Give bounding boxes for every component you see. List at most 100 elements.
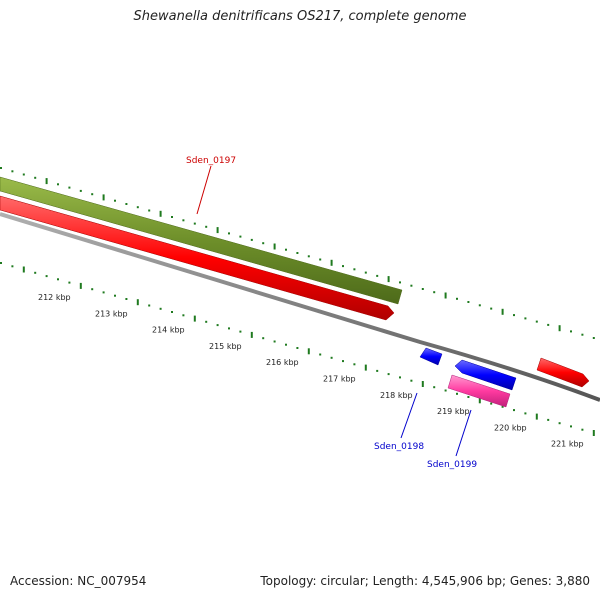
scale-label: 215 kbp — [209, 342, 242, 351]
minor-tick — [547, 418, 550, 421]
minor-tick — [228, 232, 230, 235]
olive-feature-band[interactable] — [0, 176, 403, 305]
minor-tick — [524, 412, 527, 415]
minor-tick — [399, 376, 401, 379]
major-tick — [444, 292, 447, 299]
minor-tick — [285, 343, 287, 346]
minor-tick — [34, 176, 37, 179]
minor-tick — [250, 238, 253, 241]
scale-label: 214 kbp — [152, 326, 185, 335]
minor-tick — [239, 330, 242, 333]
minor-tick — [513, 409, 515, 412]
scale-label: 218 kbp — [380, 391, 413, 400]
minor-tick — [125, 298, 128, 300]
minor-tick — [193, 222, 196, 225]
major-tick — [307, 348, 310, 355]
minor-tick — [296, 347, 299, 349]
minor-tick — [547, 323, 550, 326]
gene-label-sden-0198[interactable]: Sden_0198 — [374, 442, 424, 452]
major-tick — [45, 178, 48, 185]
minor-tick — [501, 405, 504, 408]
minor-tick — [79, 189, 82, 192]
gene-label-sden-0197[interactable]: Sden_0197 — [186, 156, 236, 166]
scale-label: 216 kbp — [266, 358, 299, 367]
minor-tick — [319, 353, 322, 356]
major-tick — [273, 243, 276, 250]
minor-tick — [467, 301, 470, 303]
accession-text: Accession: NC_007954 — [10, 574, 147, 588]
outer-tick-ring — [0, 167, 595, 339]
minor-tick — [330, 356, 333, 359]
minor-tick — [148, 209, 151, 212]
scale-label: 217 kbp — [323, 375, 356, 384]
minor-tick — [342, 265, 344, 268]
sden-0197-leader — [196, 165, 212, 215]
minor-tick — [11, 265, 14, 268]
gene-label-sden-0199[interactable]: Sden_0199 — [427, 460, 477, 470]
minor-tick — [125, 203, 128, 205]
major-tick — [250, 331, 253, 338]
minor-tick — [456, 297, 458, 300]
minor-tick — [524, 317, 527, 320]
major-tick — [478, 397, 481, 404]
minor-tick — [490, 307, 493, 310]
minor-tick — [433, 386, 436, 389]
major-tick — [364, 364, 367, 371]
minor-tick — [592, 337, 595, 339]
minor-tick — [171, 216, 173, 218]
minor-tick — [91, 288, 94, 291]
major-tick — [22, 266, 25, 273]
minor-tick — [136, 206, 139, 209]
map-title: Shewanella denitrificans OS217, complete… — [133, 9, 467, 24]
minor-tick — [171, 311, 173, 313]
scale-tick-labels: 212 kbp 213 kbp 214 kbp 215 kbp 216 kbp 217 k… — [38, 293, 584, 449]
major-tick — [558, 325, 561, 332]
minor-tick — [205, 320, 208, 323]
minor-tick — [0, 262, 2, 264]
minor-tick — [68, 281, 71, 284]
minor-tick — [410, 379, 413, 382]
minor-tick — [353, 268, 356, 271]
minor-tick — [11, 170, 14, 173]
minor-tick — [307, 255, 310, 258]
minor-tick — [319, 258, 322, 261]
minor-tick — [376, 369, 379, 372]
minor-tick — [57, 183, 59, 186]
pink-cds-sden-0199[interactable] — [447, 374, 511, 408]
genome-summary-text: Topology: circular; Length: 4,545,906 bp… — [260, 574, 590, 588]
major-tick — [216, 227, 219, 234]
major-tick — [79, 282, 82, 289]
major-tick — [330, 259, 333, 266]
red-cds-right[interactable] — [536, 357, 590, 388]
minor-tick — [114, 199, 116, 202]
minor-tick — [296, 252, 299, 254]
scale-label: 220 kbp — [494, 423, 527, 432]
minor-tick — [22, 173, 25, 176]
minor-tick — [478, 304, 481, 307]
minor-tick — [513, 314, 515, 317]
minor-tick — [399, 281, 401, 284]
minor-tick — [444, 389, 447, 392]
inner-tick-ring — [0, 262, 595, 436]
minor-tick — [410, 284, 413, 287]
minor-tick — [114, 294, 116, 297]
minor-tick — [68, 186, 71, 189]
minor-tick — [182, 219, 185, 222]
red-cds-sden-0197[interactable] — [0, 195, 395, 321]
minor-tick — [456, 392, 458, 395]
blue-cds-sden-0198[interactable] — [419, 347, 443, 366]
minor-tick — [148, 304, 151, 307]
minor-tick — [102, 291, 105, 294]
major-tick — [501, 308, 504, 315]
major-tick — [102, 194, 105, 201]
minor-tick — [376, 274, 379, 277]
genome-backbone — [0, 212, 600, 402]
minor-tick — [535, 320, 538, 323]
major-tick — [592, 430, 595, 436]
minor-tick — [490, 402, 493, 405]
minor-tick — [421, 288, 424, 290]
minor-tick — [57, 278, 59, 281]
blue-cds-large[interactable] — [454, 359, 517, 391]
scale-label: 221 kbp — [551, 440, 584, 449]
